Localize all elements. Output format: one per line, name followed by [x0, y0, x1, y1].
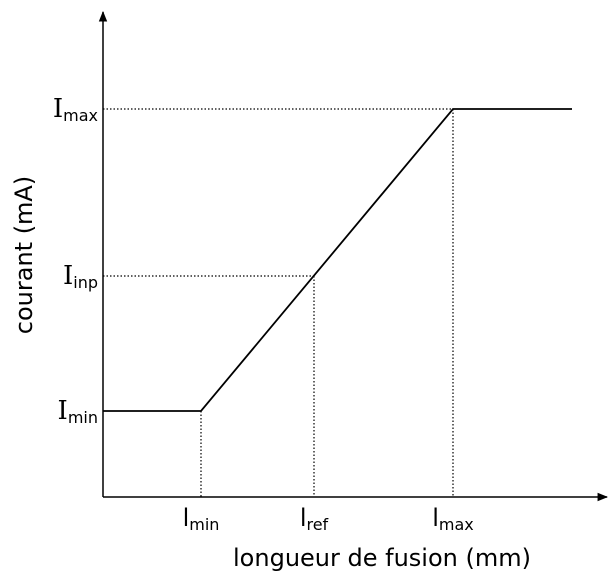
y-tick-label: Imax	[53, 94, 98, 125]
x-tick-label: lmax	[432, 504, 474, 534]
tick-main: I	[58, 396, 68, 426]
tick-sub: ref	[306, 515, 328, 534]
tick-sub: min	[68, 408, 98, 427]
tick-main: l	[432, 504, 439, 532]
tick-sub: max	[63, 106, 98, 125]
tick-sub: min	[189, 515, 219, 534]
tick-main: I	[53, 94, 63, 124]
x-tick-label: lref	[300, 504, 329, 534]
x-axis-label: longueur de fusion (mm)	[233, 544, 531, 572]
tick-main: l	[300, 504, 307, 532]
guide-lines	[103, 108, 454, 497]
x-ticks: lmin lref lmax	[183, 504, 474, 534]
y-axis-label: courant (mA)	[10, 176, 38, 334]
curve	[103, 108, 572, 412]
y-tick-label: Imin	[58, 396, 98, 427]
y-tick-label: Iinp	[63, 261, 98, 292]
tick-main: I	[63, 261, 73, 291]
tick-sub: max	[439, 515, 474, 534]
x-tick-label: lmin	[183, 504, 220, 534]
tick-sub: inp	[73, 273, 98, 292]
tick-main: l	[183, 504, 190, 532]
